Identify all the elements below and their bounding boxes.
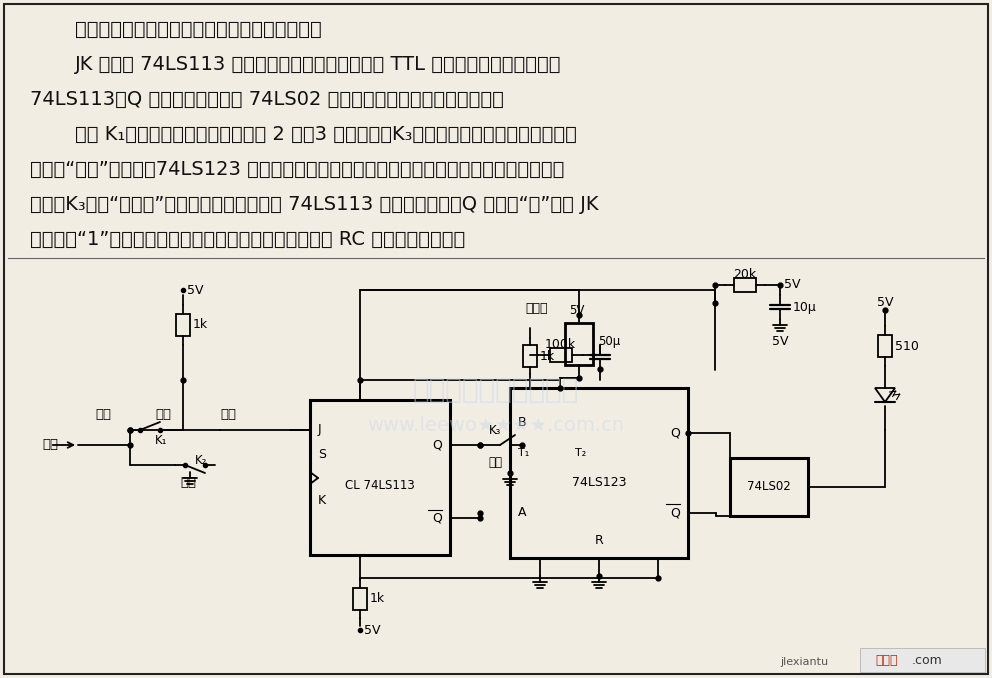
Text: J: J [318,424,321,437]
Text: 74LS123: 74LS123 [571,477,626,490]
Text: Q: Q [671,426,680,439]
Text: 5V: 5V [784,279,801,292]
Text: 它处于“锁定”位置时，74LS123 单稳电路处于禁止状态，这时一旦出现噪声，发光二极管一直: 它处于“锁定”位置时，74LS123 单稳电路处于禁止状态，这时一旦出现噪声，发… [30,160,564,179]
Text: K₂: K₂ [195,454,207,466]
Text: 杭州隆睿科技有限公司: 杭州隆睿科技有限公司 [413,376,579,404]
Text: 1k: 1k [193,319,208,332]
Text: 5V: 5V [364,624,381,637]
Text: 1k: 1k [370,593,385,605]
Text: 1k: 1k [540,349,556,363]
Text: 技优图: 技优图 [875,654,898,666]
Bar [860,648,985,672]
Text: CL 74LS113: CL 74LS113 [345,479,415,492]
Text: 5V: 5V [187,283,203,296]
Bar [550,348,571,362]
Text: T₁: T₁ [518,448,530,458]
Text: T₂: T₂ [575,448,586,458]
Text: R: R [594,534,603,546]
Bar [730,458,808,516]
Bar [878,335,892,357]
Bar [510,388,688,558]
Text: Q: Q [671,506,680,519]
Bar [176,314,190,336]
Text: K₃: K₃ [489,424,501,437]
Bar [565,323,593,365]
Text: 二态: 二态 [95,409,111,422]
Text: K: K [318,494,326,506]
Text: 本电路既能检测瞬时噪声，也能检测连续噪声。: 本电路既能检测瞬时噪声，也能检测连续噪声。 [75,20,321,39]
Bar [353,588,367,610]
Text: 74LS02: 74LS02 [747,481,791,494]
Text: 检查: 检查 [180,475,196,489]
Text: S: S [318,449,326,462]
Text: A: A [518,506,527,519]
Text: 20k: 20k [733,268,757,281]
Text: www.leewo★★★★.com.cn: www.leewo★★★★.com.cn [367,416,625,435]
Text: 开关 K₁使电路使用灵活，可以适应 2 态、3 态的逻辑。K₃影响发光二极管点亮的时间：当: 开关 K₁使电路使用灵活，可以适应 2 态、3 态的逻辑。K₃影响发光二极管点亮… [75,125,577,144]
Text: 工作: 工作 [220,409,236,422]
Text: .com: .com [912,654,942,666]
Text: 74LS113，Q 输出高电平，通过 74LS02 点亮发光二极管，产生噪声指示。: 74LS113，Q 输出高电平，通过 74LS02 点亮发光二极管，产生噪声指示… [30,90,504,109]
Text: jlexiantu: jlexiantu [780,657,828,667]
Text: 锁定: 锁定 [488,456,502,469]
Text: 510: 510 [895,340,919,353]
Text: 三态: 三态 [155,409,171,422]
Text: JK 触发器 74LS113 完成噪声检测，当输入端出现 TTL 电平噪声，其下降沿触发: JK 触发器 74LS113 完成噪声检测，当输入端出现 TTL 电平噪声，其下… [75,55,561,74]
Text: 触发器为“1”，发光二极管只闪亮一次，闪亮时间等于由 RC 设定的单稳时间。: 触发器为“1”，发光二极管只闪亮一次，闪亮时间等于由 RC 设定的单稳时间。 [30,230,465,249]
Text: Q: Q [433,511,442,525]
Text: 5V: 5V [772,335,789,348]
Text: 点亮。K₃打到“单脉冲”位置时，噪声同时通过 74LS113 触发单稳电路，Q 又通过“与”门置 JK: 点亮。K₃打到“单脉冲”位置时，噪声同时通过 74LS113 触发单稳电路，Q … [30,195,598,214]
Text: 5V: 5V [877,296,893,308]
Text: Q: Q [433,439,442,452]
Text: 单脉冲: 单脉冲 [525,302,548,315]
Bar [523,345,537,367]
Text: 5V: 5V [569,304,584,317]
Bar [734,278,756,292]
Text: B: B [518,416,527,429]
Text: 100k: 100k [545,338,576,351]
Text: 输入: 输入 [42,439,58,452]
Text: 10μ: 10μ [793,300,816,313]
Bar [310,400,450,555]
Text: 50μ: 50μ [598,334,620,348]
Text: K₁: K₁ [155,433,168,447]
